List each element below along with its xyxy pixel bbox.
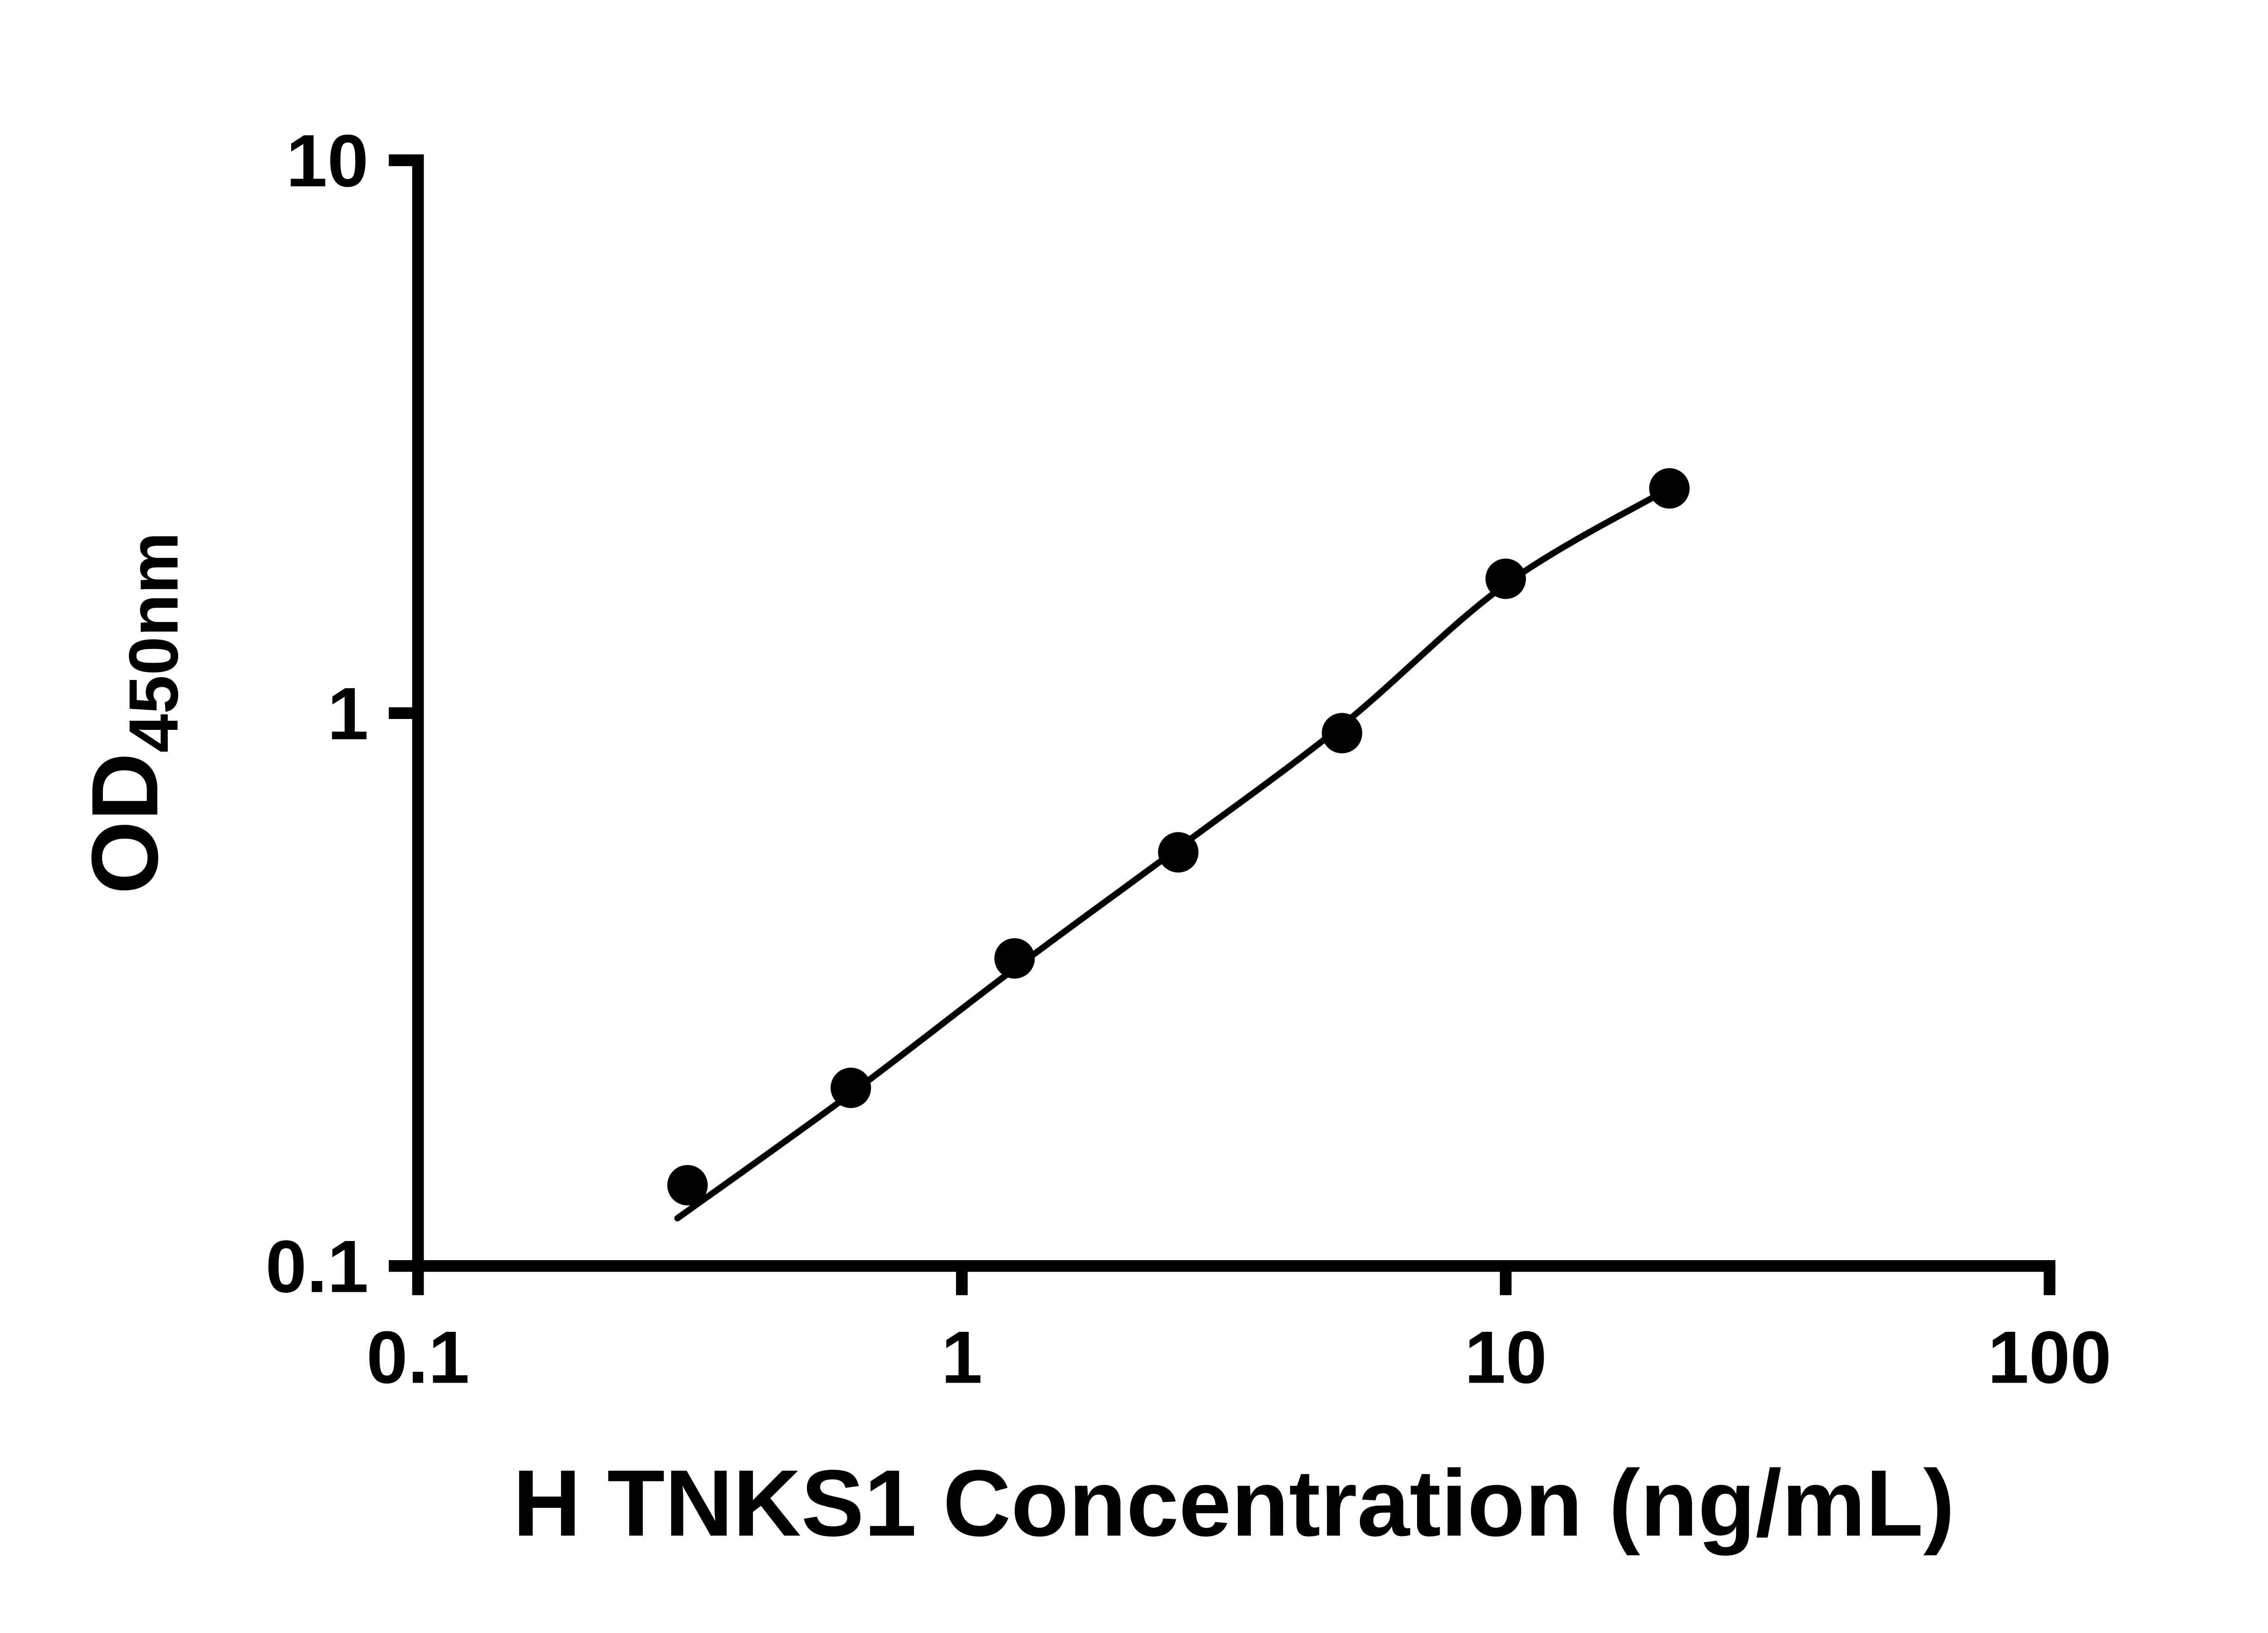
x-axis-tick-label: 1 <box>941 1316 982 1399</box>
y-axis-title-base: OD <box>73 753 178 894</box>
x-axis-tick-label: 10 <box>1465 1316 1547 1399</box>
y-axis-tick-label: 10 <box>286 119 369 202</box>
x-axis-tick-label: 100 <box>1988 1316 2112 1399</box>
x-axis-tick-label: 0.1 <box>367 1316 469 1399</box>
axes-layer: 0.1 1 10 100 0.1 1 10 <box>265 119 2112 1399</box>
data-point <box>667 1165 708 1206</box>
y-axis-title-subscript: 450nm <box>114 532 192 753</box>
data-point <box>994 938 1035 979</box>
data-point <box>1321 713 1363 753</box>
y-axis-title: OD450nm <box>73 532 193 895</box>
y-axis-tick-label: 1 <box>327 672 369 755</box>
data-point <box>831 1067 871 1108</box>
points-layer <box>667 468 1690 1206</box>
x-axis-title: H TNKS1 Concentration (ng/mL) <box>513 1451 1955 1556</box>
data-point <box>1649 468 1690 509</box>
y-axis-tick-label: 0.1 <box>265 1225 368 1308</box>
data-point <box>1485 558 1526 599</box>
data-point <box>1158 832 1199 873</box>
